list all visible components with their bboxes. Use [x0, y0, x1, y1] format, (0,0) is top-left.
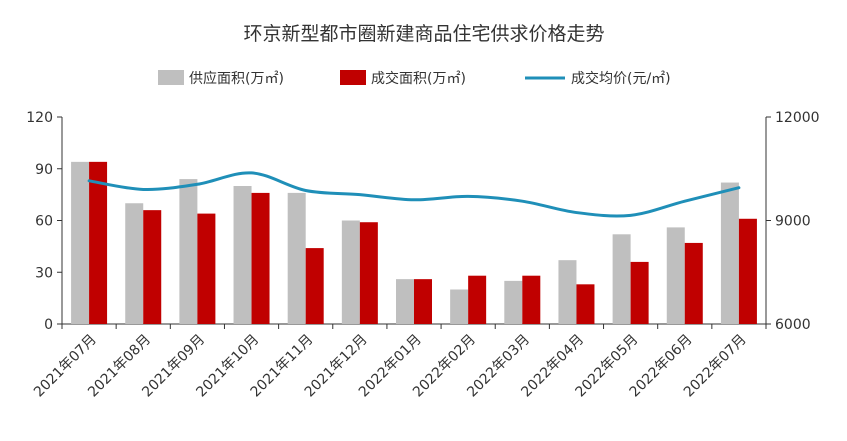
price-line-series [87, 171, 741, 218]
supply-bar [341, 220, 360, 324]
supply-bar [71, 161, 90, 324]
y-left-tick-label: 90 [35, 162, 53, 178]
supply-bar [287, 192, 306, 324]
supply-bar [179, 179, 198, 324]
legend-item-supply: 供应面积(万㎡) [158, 70, 284, 87]
bars [71, 161, 757, 324]
sales-bar [684, 242, 703, 324]
y-left-tick-label: 60 [35, 214, 53, 230]
legend-item-sales: 成交面积(万㎡) [340, 70, 466, 87]
supply-bar [504, 280, 523, 324]
supply-bar [720, 182, 739, 324]
sales-bar [414, 279, 432, 324]
legend-item-price: 成交均价(元/㎡) [525, 70, 671, 87]
y-right-tick-label: 6000 [775, 317, 811, 333]
supply-bar [450, 289, 469, 324]
sales-bar [522, 275, 541, 324]
legend-swatch-sales [340, 70, 366, 85]
sales-bar [359, 222, 378, 324]
sales-bar [630, 261, 649, 324]
supply-bar [666, 227, 685, 324]
sales-bar [143, 210, 162, 324]
y-right-tick-label: 12000 [775, 110, 820, 126]
sales-bar [251, 192, 270, 324]
y-left-tick-label: 120 [26, 110, 53, 126]
supply-bar [612, 234, 631, 324]
legend-label-sales: 成交面积(万㎡) [371, 70, 466, 87]
sales-bar [197, 213, 216, 324]
axes: 0 30 60 90 120 6000 9000 12000 [26, 110, 819, 333]
sales-bar [89, 161, 108, 324]
supply-bar [558, 260, 577, 324]
legend-label-supply: 供应面积(万㎡) [189, 70, 284, 87]
supply-bar [233, 186, 252, 324]
y-right-tick-label: 9000 [775, 214, 811, 230]
legend-swatch-supply [158, 70, 184, 85]
category-labels: 2021年07月2021年08月2021年09月2021年10月2021年11月… [31, 332, 750, 401]
sales-bar [305, 248, 324, 324]
sales-bar [576, 284, 595, 324]
supply-bar [396, 279, 414, 324]
sales-bar [468, 275, 487, 324]
y-left-tick-label: 30 [35, 265, 53, 281]
legend-label-price: 成交均价(元/㎡) [571, 70, 671, 87]
chart-title: 环京新型都市圈新建商品住宅供求价格走势 [243, 23, 604, 45]
supply-bar [125, 203, 144, 324]
legend: 供应面积(万㎡) 成交面积(万㎡) 成交均价(元/㎡) [158, 70, 671, 87]
sales-bar [738, 218, 757, 324]
y-left-tick-label: 0 [44, 317, 53, 333]
